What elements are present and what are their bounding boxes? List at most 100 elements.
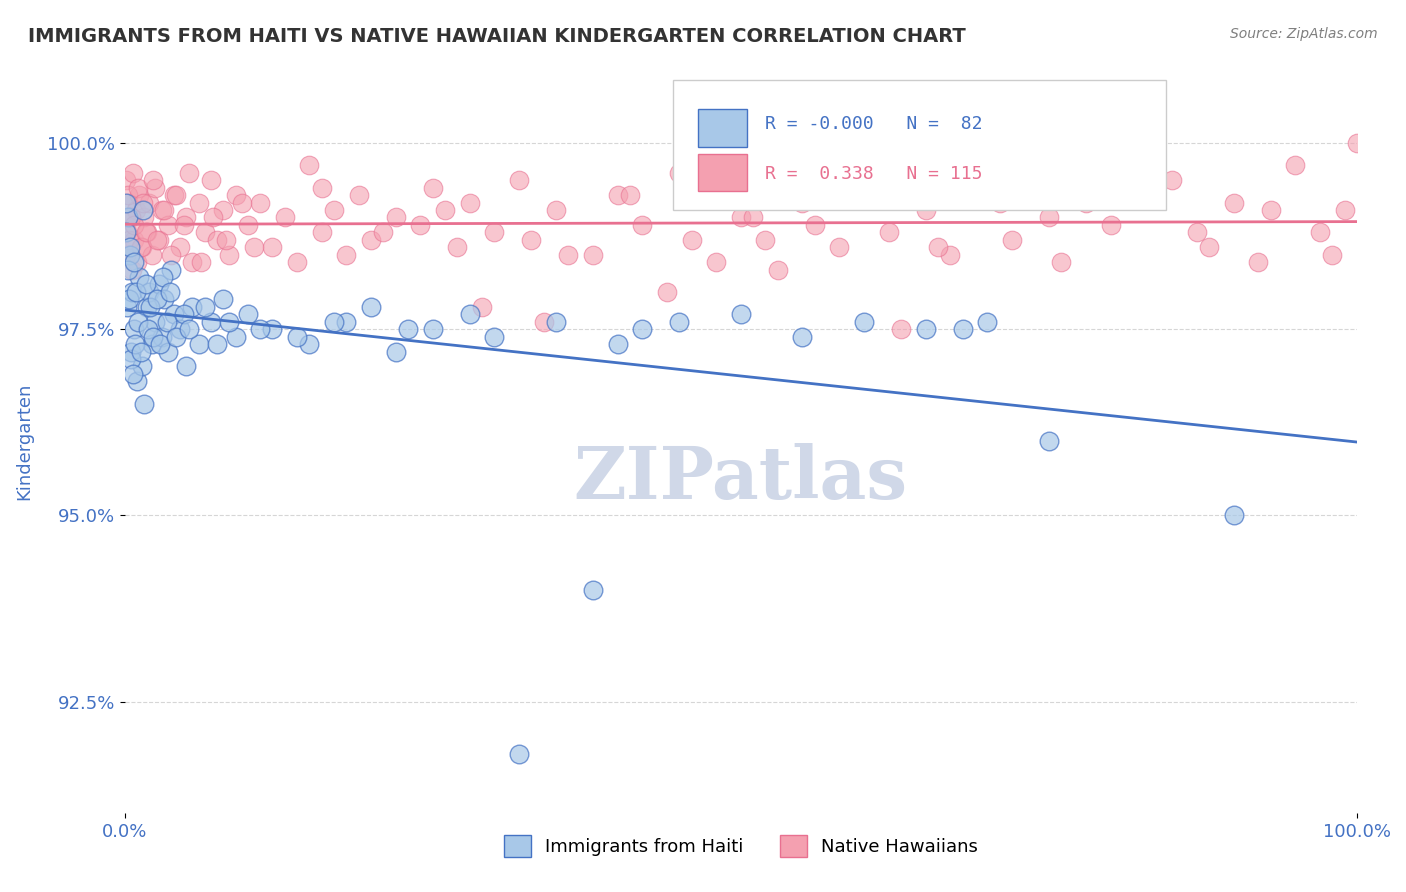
Immigrants from Haiti xyxy=(149,337,172,351)
Immigrants from Haiti xyxy=(117,262,139,277)
Native Hawaiians xyxy=(384,211,406,225)
Immigrants from Haiti xyxy=(173,307,195,321)
Native Hawaiians xyxy=(890,322,912,336)
Text: R =  0.338   N = 115: R = 0.338 N = 115 xyxy=(765,165,983,183)
Immigrants from Haiti xyxy=(155,315,177,329)
Native Hawaiians xyxy=(218,248,240,262)
Native Hawaiians xyxy=(190,255,212,269)
Immigrants from Haiti xyxy=(122,255,145,269)
Immigrants from Haiti xyxy=(169,322,191,336)
Native Hawaiians xyxy=(323,202,346,217)
Text: IMMIGRANTS FROM HAITI VS NATIVE HAWAIIAN KINDERGARTEN CORRELATION CHART: IMMIGRANTS FROM HAITI VS NATIVE HAWAIIAN… xyxy=(28,27,966,45)
Native Hawaiians xyxy=(1284,158,1306,172)
Immigrants from Haiti xyxy=(125,374,148,388)
Immigrants from Haiti xyxy=(124,337,146,351)
Immigrants from Haiti xyxy=(218,315,240,329)
Immigrants from Haiti xyxy=(121,285,143,299)
Immigrants from Haiti xyxy=(174,359,197,374)
Native Hawaiians xyxy=(1222,195,1244,210)
Immigrants from Haiti xyxy=(484,329,506,343)
Immigrants from Haiti xyxy=(125,285,148,299)
Native Hawaiians xyxy=(163,188,186,202)
Native Hawaiians xyxy=(160,248,183,262)
Native Hawaiians xyxy=(668,166,690,180)
Immigrants from Haiti xyxy=(134,397,156,411)
Immigrants from Haiti xyxy=(631,322,654,336)
Immigrants from Haiti xyxy=(1222,508,1244,523)
Immigrants from Haiti xyxy=(508,747,530,761)
Native Hawaiians xyxy=(914,202,936,217)
Immigrants from Haiti xyxy=(115,300,138,314)
Immigrants from Haiti xyxy=(163,307,186,321)
Immigrants from Haiti xyxy=(120,351,142,366)
Native Hawaiians xyxy=(1161,173,1184,187)
Native Hawaiians xyxy=(145,180,167,194)
Native Hawaiians xyxy=(828,240,851,254)
Native Hawaiians xyxy=(409,218,432,232)
Immigrants from Haiti xyxy=(1038,434,1060,448)
Native Hawaiians xyxy=(1099,218,1122,232)
Immigrants from Haiti xyxy=(131,359,153,374)
Native Hawaiians xyxy=(458,195,481,210)
Text: Source: ZipAtlas.com: Source: ZipAtlas.com xyxy=(1230,27,1378,41)
Native Hawaiians xyxy=(298,158,321,172)
Native Hawaiians xyxy=(202,211,225,225)
Text: ZIPatlas: ZIPatlas xyxy=(574,442,908,514)
Immigrants from Haiti xyxy=(323,315,346,329)
Native Hawaiians xyxy=(1038,211,1060,225)
Immigrants from Haiti xyxy=(141,337,163,351)
Native Hawaiians xyxy=(128,188,150,202)
Native Hawaiians xyxy=(156,218,179,232)
FancyBboxPatch shape xyxy=(697,110,747,146)
Immigrants from Haiti xyxy=(225,329,247,343)
Immigrants from Haiti xyxy=(159,285,181,299)
Native Hawaiians xyxy=(120,211,142,225)
Immigrants from Haiti xyxy=(853,315,876,329)
Native Hawaiians xyxy=(117,188,139,202)
Native Hawaiians xyxy=(484,225,506,239)
Native Hawaiians xyxy=(1074,195,1097,210)
Immigrants from Haiti xyxy=(135,277,157,292)
Native Hawaiians xyxy=(187,195,209,210)
Immigrants from Haiti xyxy=(396,322,419,336)
Immigrants from Haiti xyxy=(181,300,204,314)
Immigrants from Haiti xyxy=(187,337,209,351)
Native Hawaiians xyxy=(150,202,173,217)
Immigrants from Haiti xyxy=(200,315,222,329)
Immigrants from Haiti xyxy=(132,202,155,217)
Native Hawaiians xyxy=(200,173,222,187)
Immigrants from Haiti xyxy=(165,329,187,343)
Native Hawaiians xyxy=(1346,136,1368,150)
Native Hawaiians xyxy=(422,180,444,194)
Y-axis label: Kindergarten: Kindergarten xyxy=(15,382,32,500)
Native Hawaiians xyxy=(122,166,145,180)
Immigrants from Haiti xyxy=(129,344,152,359)
Native Hawaiians xyxy=(124,233,146,247)
Native Hawaiians xyxy=(165,188,187,202)
Immigrants from Haiti xyxy=(792,329,814,343)
Native Hawaiians xyxy=(121,262,143,277)
Immigrants from Haiti xyxy=(120,240,142,254)
Native Hawaiians xyxy=(129,240,152,254)
Native Hawaiians xyxy=(236,218,259,232)
Immigrants from Haiti xyxy=(606,337,628,351)
Native Hawaiians xyxy=(533,315,555,329)
Native Hawaiians xyxy=(1198,240,1220,254)
Immigrants from Haiti xyxy=(976,315,998,329)
Immigrants from Haiti xyxy=(142,329,165,343)
Native Hawaiians xyxy=(631,218,654,232)
Native Hawaiians xyxy=(249,195,271,210)
Immigrants from Haiti xyxy=(127,315,149,329)
Native Hawaiians xyxy=(153,202,176,217)
Immigrants from Haiti xyxy=(668,315,690,329)
Immigrants from Haiti xyxy=(544,315,567,329)
Immigrants from Haiti xyxy=(136,322,159,336)
Native Hawaiians xyxy=(544,202,567,217)
Immigrants from Haiti xyxy=(335,315,357,329)
Native Hawaiians xyxy=(1309,225,1331,239)
Immigrants from Haiti xyxy=(156,344,179,359)
Native Hawaiians xyxy=(1322,248,1344,262)
Native Hawaiians xyxy=(243,240,266,254)
Immigrants from Haiti xyxy=(118,293,141,307)
Native Hawaiians xyxy=(311,180,333,194)
